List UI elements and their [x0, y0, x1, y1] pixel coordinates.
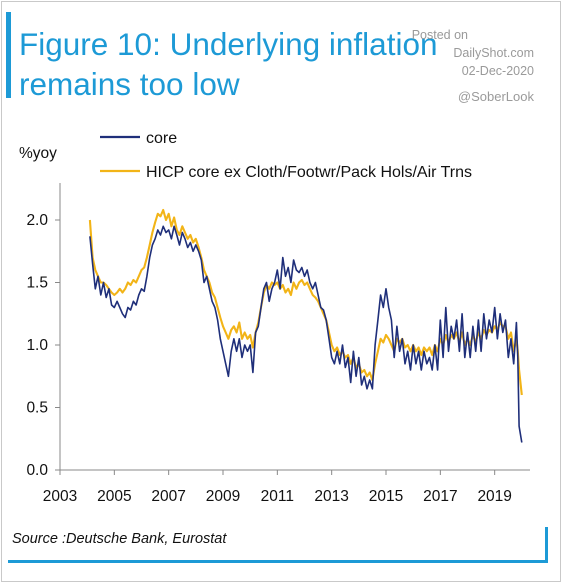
series-layer: [88, 208, 523, 443]
series-line-core: [89, 225, 523, 443]
x-tick-label: 2009: [206, 488, 240, 505]
legend-label-core: core: [146, 130, 177, 147]
y-axis-label: %yoy: [19, 145, 57, 162]
series-line-hicp: [88, 208, 523, 396]
watermark-posted: Posted on: [411, 28, 468, 42]
axes: 0.0 0.5 1.0 1.5 2.0 2003 2005 2007 2009 2011 2013 2…: [19, 145, 530, 505]
y-tick-label: 1.5: [26, 275, 48, 292]
x-tick-label: 2005: [97, 488, 131, 505]
y-tick-label: 1.0: [26, 337, 48, 354]
x-tick-label: 2003: [43, 488, 77, 505]
x-tick-label: 2017: [423, 488, 457, 505]
title-line-1: Figure 10: Underlying inflation: [19, 26, 438, 62]
title-accent-bar: [6, 12, 11, 98]
y-tick-label: 0.0: [26, 462, 48, 479]
watermark-handle: @SoberLook: [457, 89, 534, 104]
legend: core HICP core ex Cloth/Footwr/Pack Hols/…: [100, 130, 472, 181]
watermark-date: 02-Dec-2020: [461, 64, 534, 78]
y-tick-label: 0.5: [26, 400, 48, 417]
watermark-site: DailyShot.com: [453, 46, 534, 60]
x-tick-label: 2007: [151, 488, 185, 505]
x-tick-label: 2019: [477, 488, 511, 505]
bottom-accent-rule: [8, 560, 548, 563]
chart-title: Figure 10: Underlying inflation remains …: [19, 24, 449, 104]
source-note: Source :Deutsche Bank, Eurostat: [12, 531, 227, 547]
legend-label-hicp: HICP core ex Cloth/Footwr/Pack Hols/Air …: [146, 164, 472, 181]
x-tick-label: 2013: [314, 488, 348, 505]
x-tick-label: 2011: [261, 488, 294, 505]
title-line-2: remains too low: [19, 66, 240, 102]
x-tick-label: 2015: [369, 488, 403, 505]
y-tick-label: 2.0: [26, 212, 48, 229]
bottom-accent-tick: [545, 527, 548, 563]
